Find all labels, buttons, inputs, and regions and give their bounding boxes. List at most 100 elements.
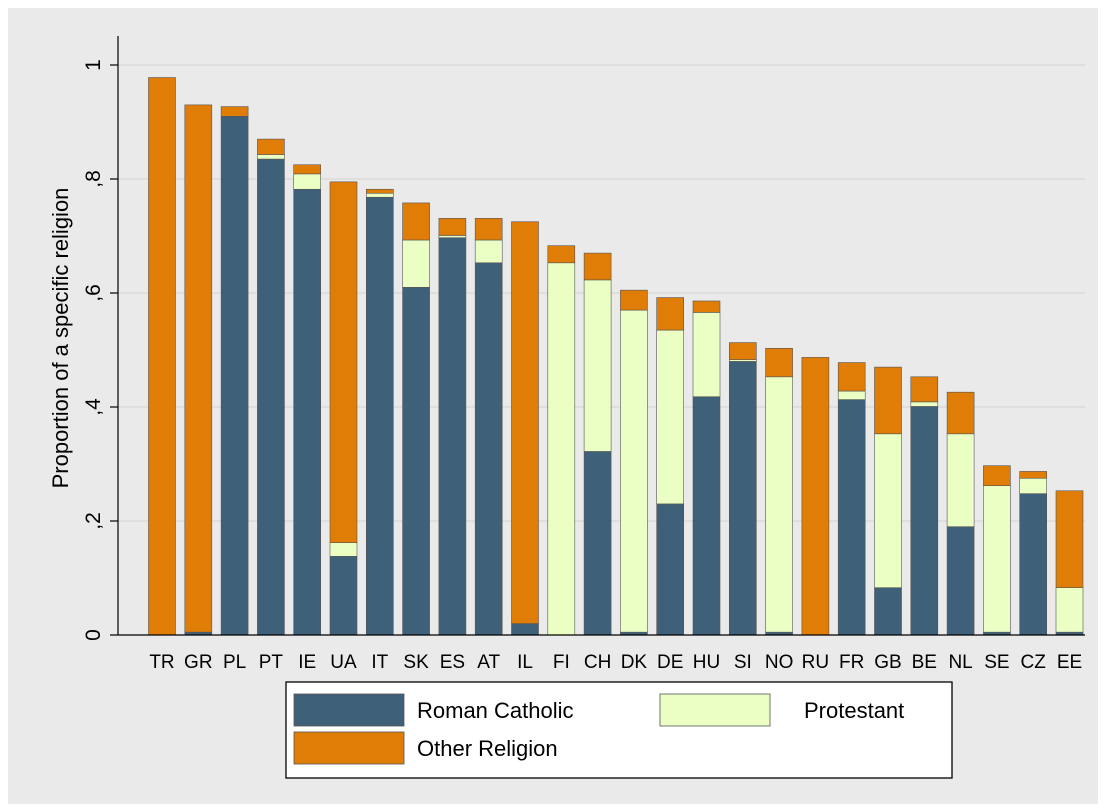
y-tick-label: ,6 [82,284,105,302]
x-tick-label: ES [440,652,465,673]
x-tick-label: HU [693,652,720,673]
legend-label: Roman Catholic [417,698,574,723]
bar-other-religion [1055,490,1084,588]
x-tick-label: PL [223,652,246,673]
bar-other-religion [257,138,285,155]
bar-protestant [692,312,721,398]
x-tick-label: IL [517,652,533,673]
bar-protestant [257,154,285,160]
x-tick-label: IE [298,652,316,673]
bar-other-religion [511,221,539,624]
bar-protestant [983,485,1011,633]
bar-roman-catholic [402,286,430,636]
bar-roman-catholic [656,503,685,636]
bar-roman-catholic [583,451,612,636]
bar-roman-catholic [946,526,975,636]
bar-protestant [1055,587,1084,633]
bar-other-religion [692,300,721,313]
x-tick-label: GR [184,652,213,673]
legend-swatch [293,731,405,765]
bar-other-religion [946,391,975,435]
y-tick-label: 0 [82,629,105,641]
y-axis-label: Proportion of a specific religion [48,188,73,489]
x-tick-label: SI [734,652,752,673]
bar-protestant [620,309,648,633]
x-tick-label: FR [839,652,864,673]
axes: 0 ,2 ,4 ,6 ,8 1 TR GR PL PT IE UA IT SK ES AT IL FI CH DK DE… [82,36,1085,673]
x-tick-label: IT [371,652,388,673]
y-tick-label: ,2 [82,512,105,530]
bar-other-religion [365,188,394,194]
x-tick-label: SK [403,652,429,673]
bar-protestant [910,401,939,407]
bar-roman-catholic [728,361,757,636]
y-tick-label: ,4 [82,398,105,416]
x-tick-label: UA [330,652,357,673]
x-tick-label: PT [259,652,284,673]
bar-other-religion [438,218,467,236]
legend: Roman Catholic Protestant Other Religion [285,681,953,779]
bar-roman-catholic [220,116,249,636]
x-tick-label: NL [948,652,972,673]
bar-roman-catholic [837,399,866,636]
bar-roman-catholic [474,262,503,636]
bar-other-religion [547,245,576,264]
bar-other-religion [474,218,503,241]
bar-protestant [365,192,394,198]
bar-roman-catholic [329,556,358,636]
y-tick-label: ,8 [82,170,105,188]
legend-swatch [293,693,405,727]
bar-other-religion [184,104,213,633]
bar-roman-catholic [257,158,285,636]
bar-roman-catholic [511,623,539,636]
y-tick-label: 1 [82,59,105,71]
x-tick-label: AT [477,652,500,673]
bar-protestant [874,433,902,588]
bar-roman-catholic [365,196,394,636]
bar-other-religion [656,297,685,331]
x-tick-label: NO [765,652,794,673]
bar-other-religion [1019,471,1048,479]
bar-other-religion [983,465,1011,486]
x-tick-label: SE [984,652,1009,673]
legend-label: Other Religion [417,736,558,761]
bar-other-religion [728,342,757,360]
bar-roman-catholic [692,396,721,636]
bar-other-religion [293,164,322,175]
bar-other-religion [765,347,793,378]
x-tick-label: RU [802,652,829,673]
bar-other-religion [148,77,176,636]
bar-other-religion [329,181,358,543]
bar-protestant [438,235,467,239]
bar-other-religion [583,252,612,281]
bar-other-religion [220,106,249,117]
stacked-bar-chart: 0 ,2 ,4 ,6 ,8 1 TR GR PL PT IE UA IT SK ES AT IL FI CH DK DE… [48,36,1085,779]
x-tick-label: EE [1057,652,1082,673]
x-tick-label: GB [874,652,901,673]
bar-protestant [583,279,612,452]
bar-protestant [329,542,358,557]
bar-roman-catholic [438,237,467,636]
bar-other-religion [910,376,939,403]
bar-roman-catholic [293,188,322,636]
chart-background: 0 ,2 ,4 ,6 ,8 1 TR GR PL PT IE UA IT SK ES AT IL FI CH DK DE… [8,8,1098,804]
bar-other-religion [837,362,866,392]
bar-protestant [474,239,503,264]
x-tick-label: FI [553,652,570,673]
x-tick-label: DE [657,652,683,673]
x-tick-label: DK [621,652,648,673]
bar-other-religion [801,357,830,636]
x-tick-label: BE [912,652,937,673]
x-tick-label: TR [149,652,174,673]
bar-protestant [765,376,793,633]
bar-roman-catholic [874,587,902,636]
bar-protestant [946,433,975,528]
bar-other-religion [874,366,902,435]
bar-protestant [547,262,576,636]
bar-roman-catholic [1019,493,1048,636]
x-tick-label: CH [584,652,611,673]
bar-other-religion [620,289,648,311]
bar-roman-catholic [910,406,939,636]
bar-protestant [837,390,866,400]
legend-swatch [659,693,771,727]
